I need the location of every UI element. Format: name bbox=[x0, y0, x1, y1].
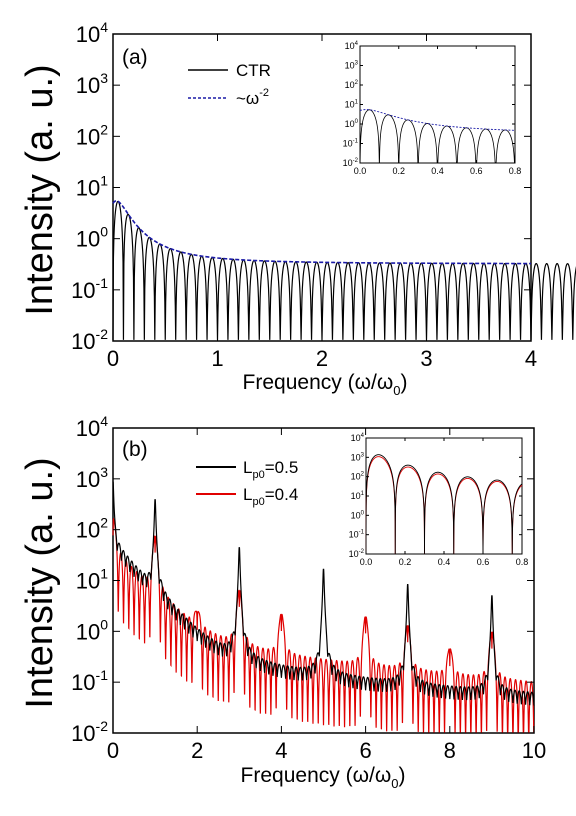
panel-b-xlabel: Frequency (ω/ω0) bbox=[241, 764, 406, 791]
inset-b-xtick-label: 0.2 bbox=[399, 557, 412, 567]
a-xtick-label: 4 bbox=[525, 346, 537, 371]
inset-a-ytick-label: 104 bbox=[345, 41, 359, 51]
a-ytick-label: 104 bbox=[76, 19, 108, 47]
b-xtick-label: 0 bbox=[107, 738, 119, 763]
panel-a: 0 1 2 3 4 10-2 10-1 100 101 102 103 104 (a) CTR ~ω… bbox=[19, 19, 576, 398]
panel-a-xlabel: Frequency (ω/ω0) bbox=[243, 371, 408, 398]
panel-b-inset: 0.0 0.2 0.4 0.6 0.8 10-2 10-1 100 101 102 103 104 bbox=[349, 433, 529, 567]
inset-b-ytick-label: 100 bbox=[351, 510, 365, 520]
b-ytick-label: 104 bbox=[76, 413, 108, 441]
ctr-series-line bbox=[112, 200, 576, 340]
inset-b-xtick-label: 0.0 bbox=[360, 557, 373, 567]
b-ytick-label: 103 bbox=[76, 464, 108, 492]
legend-lp05-label: Lp0=0.5 bbox=[243, 458, 298, 481]
a-ytick-label: 101 bbox=[76, 173, 108, 201]
omega-2-series-line bbox=[112, 200, 532, 265]
inset-b-xtick-label: 0.8 bbox=[516, 557, 529, 567]
a-xtick-label: 3 bbox=[420, 346, 432, 371]
inset-a-xtick-label: 0.4 bbox=[431, 166, 444, 176]
b-ytick-label: 101 bbox=[76, 566, 108, 594]
inset-a-ytick-label: 100 bbox=[345, 119, 359, 129]
legend-lp04-label: Lp0=0.4 bbox=[243, 485, 298, 508]
b-xtick-label: 4 bbox=[275, 738, 287, 763]
inset-a-xtick-label: 0.8 bbox=[509, 166, 522, 176]
inset-b-frame bbox=[365, 437, 523, 555]
legend-omega-label: ~ω-2 bbox=[236, 87, 269, 108]
inset-a-xtick-label: 0.2 bbox=[392, 166, 405, 176]
panel-a-inset: 0.0 0.2 0.4 0.6 0.8 10-2 10-1 100 101 102 103 104 bbox=[343, 41, 522, 176]
b-ytick-label: 102 bbox=[76, 515, 108, 543]
a-xtick-label: 2 bbox=[316, 346, 328, 371]
inset-a-ytick-label: 101 bbox=[345, 100, 359, 110]
b-xtick-label: 10 bbox=[522, 738, 546, 763]
panel-a-label: (a) bbox=[122, 46, 148, 69]
b-xtick-label: 2 bbox=[191, 738, 203, 763]
panel-b-label: (b) bbox=[122, 438, 148, 461]
b-ytick-label: 10-2 bbox=[71, 718, 108, 746]
inset-b-lp05-line bbox=[365, 454, 523, 554]
lp05-series-line bbox=[112, 481, 535, 706]
panel-b-legend: Lp0=0.5 Lp0=0.4 bbox=[196, 458, 298, 508]
inset-b-ytick-label: 102 bbox=[351, 472, 365, 482]
inset-a-ytick-label: 103 bbox=[345, 61, 359, 71]
a-ytick-label: 100 bbox=[76, 224, 108, 252]
inset-a-omega-line bbox=[359, 109, 516, 131]
inset-a-xtick-label: 0.0 bbox=[354, 166, 367, 176]
a-ytick-label: 103 bbox=[76, 70, 108, 98]
inset-b-xtick-label: 0.6 bbox=[477, 557, 490, 567]
inset-a-frame bbox=[359, 45, 516, 164]
inset-a-ytick-label: 10-2 bbox=[343, 158, 359, 168]
b-xtick-label: 6 bbox=[359, 738, 371, 763]
a-ytick-label: 102 bbox=[76, 121, 108, 149]
b-ytick-label: 10-1 bbox=[71, 667, 108, 695]
inset-b-ytick-label: 10-2 bbox=[349, 549, 365, 559]
legend-ctr-label: CTR bbox=[236, 61, 271, 80]
b-ytick-label: 100 bbox=[76, 616, 108, 644]
a-xtick-label: 0 bbox=[107, 346, 119, 371]
inset-b-ytick-label: 104 bbox=[351, 433, 365, 443]
inset-b-ytick-label: 103 bbox=[351, 452, 365, 462]
inset-a-xtick-label: 0.6 bbox=[470, 166, 483, 176]
panel-a-legend: CTR ~ω-2 bbox=[188, 61, 271, 108]
b-xtick-label: 8 bbox=[444, 738, 456, 763]
panel-a-ylabel: Intensity (a. u.) bbox=[19, 64, 61, 315]
inset-b-ytick-label: 10-1 bbox=[349, 530, 365, 540]
inset-a-ytick-label: 10-1 bbox=[343, 139, 359, 149]
a-xtick-label: 1 bbox=[211, 346, 223, 371]
a-ytick-label: 10-2 bbox=[71, 326, 108, 354]
a-ytick-label: 10-1 bbox=[71, 275, 108, 303]
inset-b-xtick-label: 0.4 bbox=[438, 557, 451, 567]
inset-a-ytick-label: 102 bbox=[345, 80, 359, 90]
panel-b: 0 2 4 6 8 10 10-2 10-1 100 101 102 103 104 (b) Lp0=… bbox=[19, 413, 546, 791]
inset-b-ytick-label: 101 bbox=[351, 491, 365, 501]
panel-b-ylabel: Intensity (a. u.) bbox=[19, 457, 61, 708]
